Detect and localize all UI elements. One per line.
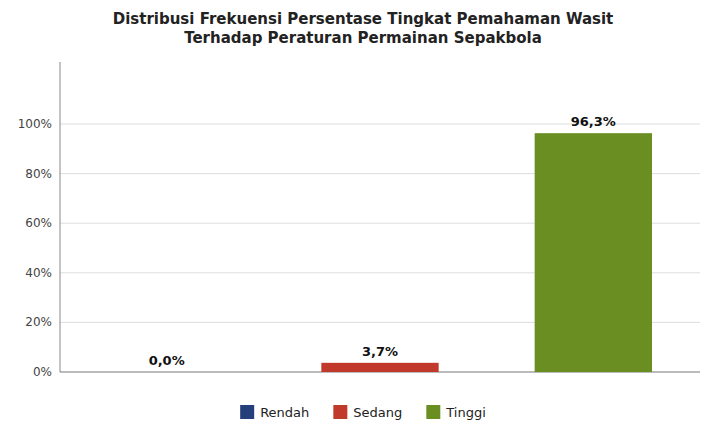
data-label: 0,0% xyxy=(149,353,185,368)
legend-label: Sedang xyxy=(353,405,402,420)
y-tick-label: 20% xyxy=(25,315,52,329)
legend-label: Rendah xyxy=(260,405,309,420)
chart: Distribusi Frekuensi Persentase Tingkat … xyxy=(0,0,726,444)
data-labels: 0,0% 3,7% 96,3% xyxy=(149,114,616,368)
chart-container: Distribusi Frekuensi Persentase Tingkat … xyxy=(0,0,726,444)
y-tick-label: 60% xyxy=(25,216,52,230)
y-axis-line xyxy=(60,62,61,372)
bar xyxy=(535,133,652,372)
y-tick-label: 80% xyxy=(25,167,52,181)
title: Distribusi Frekuensi Persentase Tingkat … xyxy=(113,10,614,47)
legend-label: Tinggi xyxy=(445,405,486,420)
data-label: 3,7% xyxy=(362,344,398,359)
legend-swatch xyxy=(240,405,254,419)
legend-swatch xyxy=(426,405,440,419)
data-label: 96,3% xyxy=(571,114,616,129)
y-tick-label: 100% xyxy=(18,117,52,131)
legend: Rendah Sedang Tinggi xyxy=(240,405,486,420)
y-tick-label: 40% xyxy=(25,266,52,280)
y-axis: 0% 20% 40% 60% 80% 100% xyxy=(18,62,700,379)
bar xyxy=(321,363,438,372)
bars xyxy=(321,133,652,372)
y-tick-label: 0% xyxy=(33,365,52,379)
legend-swatch xyxy=(333,405,347,419)
bar xyxy=(108,372,225,373)
grid xyxy=(60,124,700,372)
